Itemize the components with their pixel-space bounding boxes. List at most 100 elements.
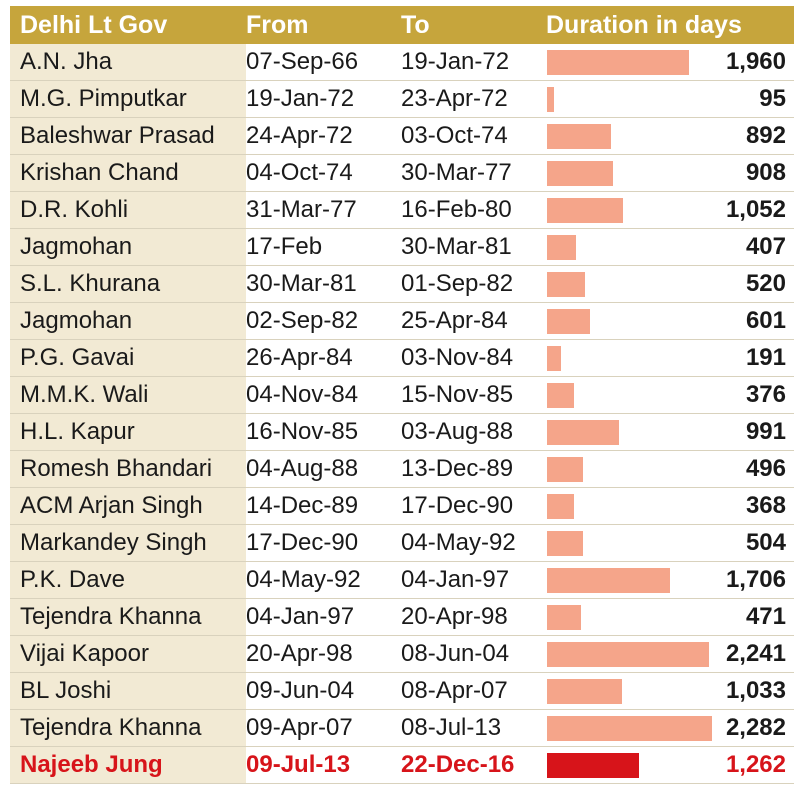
duration-cell: 95 xyxy=(546,81,794,117)
table-row: H.L. Kapur 16-Nov-85 03-Aug-88 991 xyxy=(10,414,794,451)
from-date: 17-Feb xyxy=(246,233,323,260)
table-row: Baleshwar Prasad 24-Apr-72 03-Oct-74 892 xyxy=(10,118,794,155)
duration-cell: 376 xyxy=(546,377,794,413)
governor-name: Romesh Bhandari xyxy=(20,455,213,482)
duration-cell: 1,960 xyxy=(546,44,794,80)
duration-bar xyxy=(547,420,619,445)
duration-bar xyxy=(547,679,622,704)
duration-value: 471 xyxy=(745,603,786,630)
to-date: 15-Nov-85 xyxy=(401,381,514,408)
duration-value: 520 xyxy=(745,270,786,297)
name-cell: Jagmohan xyxy=(10,229,246,265)
duration-cell: 892 xyxy=(546,118,794,154)
table-row: M.M.K. Wali 04-Nov-84 15-Nov-85 376 xyxy=(10,377,794,414)
from-date: 07-Sep-66 xyxy=(246,48,359,75)
duration-bar xyxy=(547,272,585,297)
duration-cell: 407 xyxy=(546,229,794,265)
governor-name: Krishan Chand xyxy=(20,159,179,186)
from-date: 31-Mar-77 xyxy=(246,196,357,223)
duration-cell: 601 xyxy=(546,303,794,339)
governor-name: M.M.K. Wali xyxy=(20,381,149,408)
table-row: Krishan Chand 04-Oct-74 30-Mar-77 908 xyxy=(10,155,794,192)
lt-gov-table: Delhi Lt Gov From To Duration in days A.… xyxy=(10,6,794,784)
table-body: A.N. Jha 07-Sep-66 19-Jan-72 1,960 M.G. Pimp… xyxy=(10,44,794,784)
duration-cell: 1,052 xyxy=(546,192,794,228)
table-row: S.L. Khurana 30-Mar-81 01-Sep-82 520 xyxy=(10,266,794,303)
to-date: 16-Feb-80 xyxy=(401,196,512,223)
table-row: Vijai Kapoor 20-Apr-98 08-Jun-04 2,241 xyxy=(10,636,794,673)
from-date: 04-Nov-84 xyxy=(246,381,359,408)
duration-bar xyxy=(547,605,581,630)
table-row: Jagmohan 17-Feb 30-Mar-81 407 xyxy=(10,229,794,266)
name-cell: D.R. Kohli xyxy=(10,192,246,228)
name-cell: Krishan Chand xyxy=(10,155,246,191)
from-date: 04-Jan-97 xyxy=(246,603,355,630)
name-cell: P.K. Dave xyxy=(10,562,246,598)
governor-name: H.L. Kapur xyxy=(20,418,135,445)
from-date: 30-Mar-81 xyxy=(246,270,357,297)
from-date: 09-Jul-13 xyxy=(246,751,351,778)
table-row: Najeeb Jung 09-Jul-13 22-Dec-16 1,262 xyxy=(10,747,794,784)
from-date: 19-Jan-72 xyxy=(246,85,355,112)
governor-name: Najeeb Jung xyxy=(20,751,163,778)
duration-value: 908 xyxy=(745,159,786,186)
header-duration: Duration in days xyxy=(546,6,794,44)
to-date: 17-Dec-90 xyxy=(401,492,514,519)
table-row: BL Joshi 09-Jun-04 08-Apr-07 1,033 xyxy=(10,673,794,710)
governor-name: Baleshwar Prasad xyxy=(20,122,215,149)
to-date: 19-Jan-72 xyxy=(401,48,510,75)
to-date: 22-Dec-16 xyxy=(401,751,515,778)
name-cell: ACM Arjan Singh xyxy=(10,488,246,524)
name-cell: Vijai Kapoor xyxy=(10,636,246,672)
duration-cell: 368 xyxy=(546,488,794,524)
duration-bar xyxy=(547,457,583,482)
from-date: 04-Oct-74 xyxy=(246,159,353,186)
governor-name: A.N. Jha xyxy=(20,48,113,75)
duration-bar xyxy=(547,753,639,778)
name-cell: Markandey Singh xyxy=(10,525,246,561)
to-date: 04-May-92 xyxy=(401,529,516,556)
name-cell: Jagmohan xyxy=(10,303,246,339)
duration-bar xyxy=(547,716,712,741)
name-cell: H.L. Kapur xyxy=(10,414,246,450)
duration-value: 95 xyxy=(759,85,786,112)
duration-bar xyxy=(547,383,574,408)
name-cell: S.L. Khurana xyxy=(10,266,246,302)
governor-name: Tejendra Khanna xyxy=(20,603,202,630)
name-cell: BL Joshi xyxy=(10,673,246,709)
to-date: 20-Apr-98 xyxy=(401,603,508,630)
duration-cell: 991 xyxy=(546,414,794,450)
table-row: Tejendra Khanna 09-Apr-07 08-Jul-13 2,282 xyxy=(10,710,794,747)
from-date: 26-Apr-84 xyxy=(246,344,353,371)
duration-bar xyxy=(547,50,689,75)
duration-cell: 2,241 xyxy=(546,636,794,672)
name-cell: Tejendra Khanna xyxy=(10,710,246,746)
duration-bar xyxy=(547,309,590,334)
table-row: A.N. Jha 07-Sep-66 19-Jan-72 1,960 xyxy=(10,44,794,81)
duration-value: 504 xyxy=(745,529,786,556)
duration-cell: 504 xyxy=(546,525,794,561)
governor-name: P.G. Gavai xyxy=(20,344,135,371)
table-row: D.R. Kohli 31-Mar-77 16-Feb-80 1,052 xyxy=(10,192,794,229)
from-date: 09-Jun-04 xyxy=(246,677,355,704)
duration-bar xyxy=(547,568,670,593)
duration-bar xyxy=(547,642,709,667)
name-cell: Najeeb Jung xyxy=(10,747,246,783)
duration-cell: 908 xyxy=(546,155,794,191)
header-name: Delhi Lt Gov xyxy=(20,10,168,39)
name-cell: Tejendra Khanna xyxy=(10,599,246,635)
to-date: 25-Apr-84 xyxy=(401,307,508,334)
duration-value: 1,033 xyxy=(725,677,786,704)
duration-value: 496 xyxy=(745,455,786,482)
name-cell: Baleshwar Prasad xyxy=(10,118,246,154)
name-cell: P.G. Gavai xyxy=(10,340,246,376)
table-row: Jagmohan 02-Sep-82 25-Apr-84 601 xyxy=(10,303,794,340)
name-cell: A.N. Jha xyxy=(10,44,246,80)
duration-value: 368 xyxy=(745,492,786,519)
from-date: 04-May-92 xyxy=(246,566,361,593)
governor-name: Tejendra Khanna xyxy=(20,714,202,741)
table-row: Romesh Bhandari 04-Aug-88 13-Dec-89 496 xyxy=(10,451,794,488)
duration-bar xyxy=(547,87,554,112)
governor-name: Markandey Singh xyxy=(20,529,207,556)
from-date: 14-Dec-89 xyxy=(246,492,359,519)
